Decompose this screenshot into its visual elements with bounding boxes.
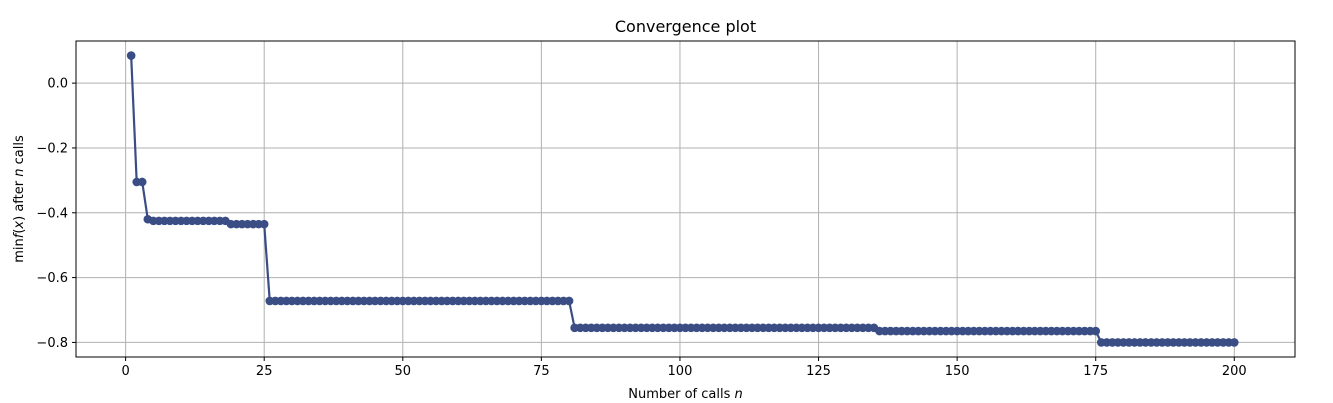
x-axis-label-var: n: [735, 387, 743, 402]
chart-title: Convergence plot: [615, 17, 756, 36]
x-tick-label: 75: [533, 364, 550, 379]
y-axis-label-func: f: [12, 231, 27, 238]
y-axis-label-var: n: [12, 169, 27, 177]
x-tick-label: 50: [395, 364, 412, 379]
data-point: [564, 296, 574, 306]
x-tick-label: 200: [1222, 364, 1247, 379]
y-tick-label: −0.8: [36, 336, 68, 351]
data-point: [1230, 338, 1239, 347]
x-tick-label: 175: [1083, 364, 1108, 379]
grid-layer: [76, 41, 1295, 357]
data-point: [137, 177, 147, 187]
tick-layer: 0 25 50 75 100 125 150 175 200 0.0 −0.2 −0.4 −0.6 −0.…: [36, 77, 1246, 379]
y-tick-label: −0.6: [36, 271, 68, 286]
x-tick-label: 0: [121, 364, 129, 379]
x-tick-label: 150: [945, 364, 970, 379]
y-axis-label-close-paren: ): [12, 216, 27, 221]
y-tick-label: −0.2: [36, 141, 68, 156]
y-tick-label: 0.0: [47, 77, 68, 92]
data-point: [1091, 326, 1101, 336]
y-axis-label-mid: after: [12, 177, 27, 216]
y-axis-label: minf(x) after n calls: [12, 135, 27, 263]
x-tick-label: 25: [256, 364, 273, 379]
x-tick-label: 100: [668, 364, 693, 379]
y-axis-label-arg: x: [12, 221, 27, 230]
data-point: [259, 219, 269, 229]
x-axis-label-text: Number of calls: [628, 387, 730, 402]
y-axis-label-open-paren: (: [12, 229, 27, 234]
plot-frame: [75, 40, 1296, 358]
data-point: [126, 51, 136, 60]
data-layer: [126, 51, 1239, 347]
x-axis-label: Number of calls n: [628, 387, 743, 402]
x-tick-label: 125: [806, 364, 831, 379]
y-tick-label: −0.4: [36, 206, 68, 221]
y-axis-label-suffix: calls: [12, 135, 27, 168]
y-axis-label-prefix: min: [12, 238, 27, 263]
